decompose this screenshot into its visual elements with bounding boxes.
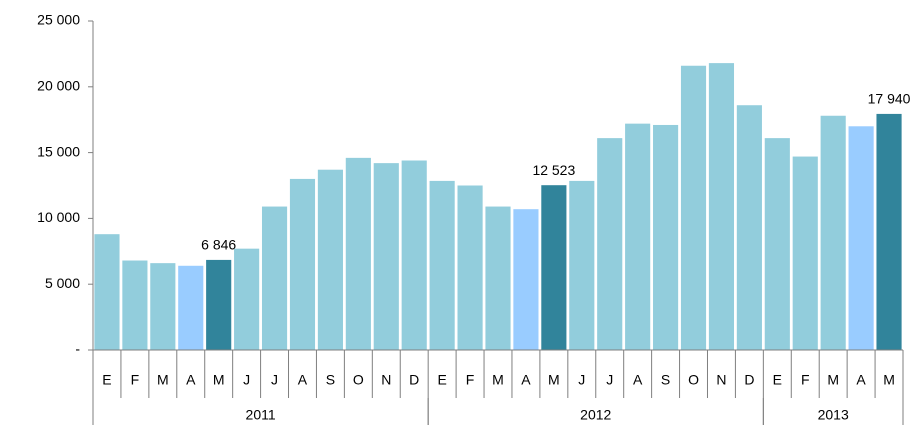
- bar: [122, 260, 148, 350]
- x-tick-label: E: [773, 372, 782, 388]
- x-tick-label: F: [801, 372, 810, 388]
- group-label: 2011: [246, 407, 276, 423]
- x-tick-label: J: [578, 372, 585, 388]
- bar: [457, 185, 483, 350]
- bar: [206, 259, 232, 350]
- bar: [485, 206, 511, 350]
- x-tick-label: D: [744, 372, 754, 388]
- bar: [625, 123, 651, 350]
- x-tick-label: A: [186, 372, 196, 388]
- y-tick-label: 10 000: [37, 209, 80, 225]
- bar: [429, 180, 455, 350]
- y-tick-label: 20 000: [37, 78, 80, 94]
- bar: [764, 138, 790, 350]
- bar: [680, 65, 707, 350]
- x-tick-label: D: [409, 372, 419, 388]
- bar: [261, 206, 288, 350]
- x-tick-label: N: [381, 372, 391, 388]
- x-tick-label: E: [437, 372, 446, 388]
- bar: [317, 169, 343, 350]
- x-tick-label: F: [131, 372, 140, 388]
- bar: [94, 234, 120, 350]
- x-tick-label: M: [157, 372, 169, 388]
- bar: [401, 160, 427, 350]
- x-tick-label: M: [827, 372, 839, 388]
- data-label: 17 940: [868, 91, 911, 107]
- bar: [569, 180, 595, 350]
- x-tick-label: O: [353, 372, 364, 388]
- group-label: 2013: [818, 407, 849, 423]
- x-tick-label: J: [243, 372, 250, 388]
- x-tick-label: J: [606, 372, 613, 388]
- x-tick-label: M: [492, 372, 504, 388]
- y-tick-label: 5 000: [45, 275, 80, 291]
- x-tick-label: S: [326, 372, 335, 388]
- x-tick-label: F: [466, 372, 475, 388]
- x-tick-label: J: [271, 372, 278, 388]
- x-tick-label: M: [213, 372, 225, 388]
- x-tick-label: A: [298, 372, 308, 388]
- bar: [708, 63, 735, 350]
- bar: [513, 209, 539, 350]
- bar: [792, 156, 818, 350]
- bar: [178, 265, 204, 350]
- bar: [541, 185, 567, 350]
- x-tick-label: E: [102, 372, 111, 388]
- bar: [736, 105, 762, 350]
- x-tick-label: S: [661, 372, 670, 388]
- data-label: 6 846: [201, 237, 236, 253]
- bar: [289, 178, 316, 350]
- x-tick-label: N: [716, 372, 726, 388]
- group-label: 2012: [580, 407, 611, 423]
- bar: [820, 115, 846, 350]
- bar: [848, 126, 874, 350]
- bar: [345, 157, 371, 350]
- bar: [597, 138, 623, 350]
- bar: [373, 163, 399, 350]
- x-tick-label: O: [688, 372, 699, 388]
- x-tick-label: A: [633, 372, 643, 388]
- bar: [653, 124, 679, 351]
- x-tick-label: M: [883, 372, 895, 388]
- y-tick-label: 15 000: [37, 143, 80, 159]
- data-label: 12 523: [532, 162, 575, 178]
- y-tick-label: 25 000: [37, 12, 80, 28]
- x-tick-label: M: [548, 372, 560, 388]
- x-tick-label: A: [521, 372, 531, 388]
- bar: [150, 263, 176, 350]
- y-tick-label: -: [75, 341, 80, 357]
- bar: [234, 248, 260, 350]
- bar: [876, 113, 902, 350]
- x-tick-label: A: [856, 372, 866, 388]
